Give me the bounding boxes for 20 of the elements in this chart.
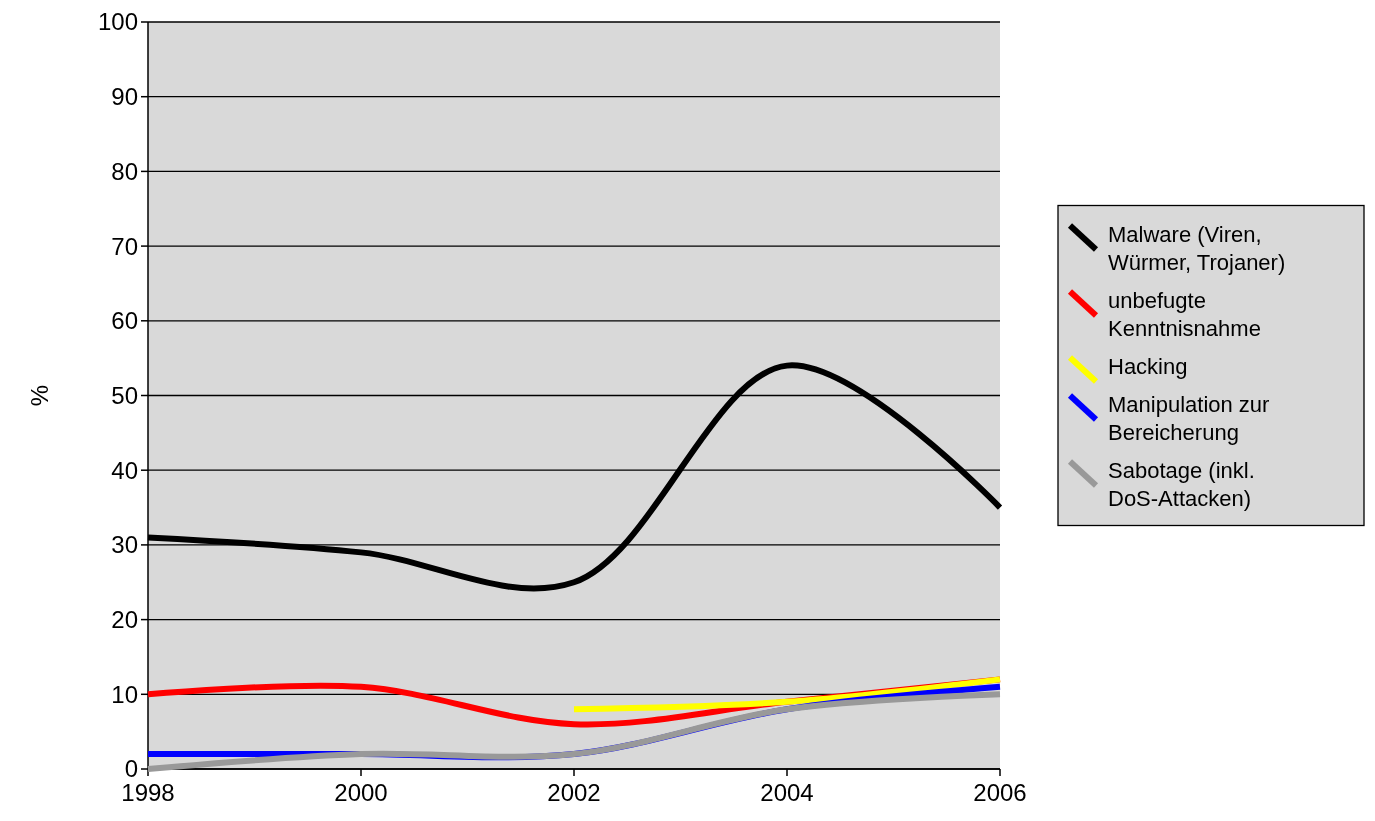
y-tick-label: 10 [111,680,138,708]
x-tick-label: 2006 [973,779,1027,806]
y-axis-title: % [26,384,53,407]
y-tick-label: 50 [111,381,138,409]
legend-label: Malware (Viren, Würmer, Trojaner) [1108,221,1286,275]
legend-label: Manipulation zur Bereicherung [1108,391,1270,445]
legend-label: unbefugte Kenntnisnahme [1108,287,1261,341]
y-tick-label: 70 [111,232,138,260]
x-tick-label: 2004 [760,779,814,806]
y-tick-label: 100 [97,8,138,36]
x-tick-label: 2000 [334,779,388,806]
y-tick-label: 60 [111,307,138,335]
x-tick-label: 2002 [547,779,601,806]
legend-label: Sabotage (inkl. DoS-Attacken) [1108,457,1255,511]
y-tick-label: 80 [111,157,138,185]
legend-label: Hacking [1108,353,1188,379]
y-tick-label: 30 [111,531,138,559]
y-tick-label: 40 [111,456,138,484]
y-tick-label: 20 [111,606,138,633]
y-tick-label: 90 [111,83,138,111]
